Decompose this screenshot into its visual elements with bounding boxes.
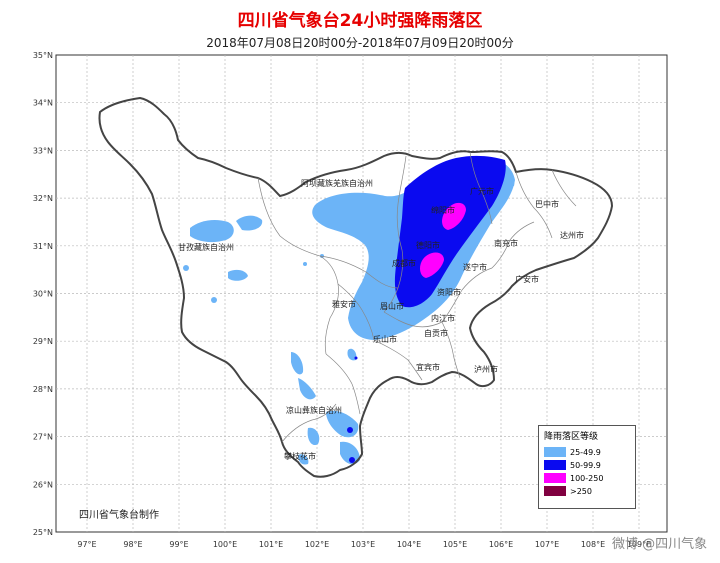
place-nanchong: 南充市 <box>494 238 518 248</box>
place-chengdu: 成都市 <box>392 258 416 268</box>
place-dazhou: 达州市 <box>560 230 584 240</box>
lon-label: 104°E <box>397 540 421 549</box>
place-panzhihua: 攀枝花市 <box>284 451 316 461</box>
legend-swatch <box>544 486 566 496</box>
lat-label: 28°N <box>33 385 53 394</box>
legend-swatch <box>544 447 566 457</box>
lat-label: 27°N <box>33 433 53 442</box>
place-aba: 阿坝藏族羌族自治州 <box>301 178 373 188</box>
place-leshan: 乐山市 <box>373 334 397 344</box>
place-zigong: 自贡市 <box>424 328 448 338</box>
lon-label: 109°E <box>627 540 651 549</box>
lat-label: 33°N <box>33 146 53 155</box>
rainfall-legend: 降雨落区等级 25-49.9 50-99.9 100-250 >250 <box>538 425 636 509</box>
legend-item: 100-250 <box>544 472 635 484</box>
credit-text: 四川省气象台制作 <box>79 510 159 521</box>
map-subtitle: 2018年07月08日20时00分-2018年07月09日20时00分 <box>206 36 514 50</box>
place-meishan: 眉山市 <box>380 301 404 311</box>
latitude-labels: 35°N 34°N 33°N 32°N 31°N 30°N 29°N 28°N … <box>33 51 53 537</box>
legend-item: >250 <box>544 485 635 497</box>
legend-item: 50-99.9 <box>544 459 635 471</box>
lat-label: 26°N <box>33 480 53 489</box>
lon-label: 102°E <box>305 540 329 549</box>
lat-label: 30°N <box>33 290 53 299</box>
lon-label: 97°E <box>77 540 96 549</box>
lon-label: 108°E <box>581 540 605 549</box>
place-deyang: 德阳市 <box>416 240 440 250</box>
legend-label: 25-49.9 <box>570 447 601 457</box>
lon-label: 105°E <box>443 540 467 549</box>
rain-zone-100-250 <box>420 202 466 278</box>
place-yibin: 宜宾市 <box>416 362 440 372</box>
lon-label: 98°E <box>123 540 142 549</box>
longitude-labels: 97°E 98°E 99°E 100°E 101°E 102°E 103°E 1… <box>77 540 651 549</box>
prefecture-boundaries <box>257 151 577 443</box>
lat-label: 29°N <box>33 337 53 346</box>
weibo-watermark: 微博 @四川气象 <box>612 537 708 552</box>
place-luzhou: 泸州市 <box>474 364 498 374</box>
legend-swatch <box>544 473 566 483</box>
province-boundary <box>98 96 614 478</box>
legend-item: 25-49.9 <box>544 446 635 458</box>
place-liangshan: 凉山彝族自治州 <box>286 405 342 415</box>
place-mianyang: 绵阳市 <box>431 205 455 215</box>
lat-label: 35°N <box>33 51 53 60</box>
place-labels: 阿坝藏族羌族自治州 甘孜藏族自治州 凉山彝族自治州 绵阳市 广元市 巴中市 达州… <box>178 178 584 461</box>
legend-label: 100-250 <box>570 473 604 483</box>
lon-label: 100°E <box>213 540 237 549</box>
legend-label: 50-99.9 <box>570 460 601 470</box>
legend-swatch <box>544 460 566 470</box>
place-bazhong: 巴中市 <box>535 199 559 209</box>
place-ziyang: 资阳市 <box>437 287 461 297</box>
place-suining: 遂宁市 <box>463 262 487 272</box>
lon-label: 106°E <box>489 540 513 549</box>
lat-label: 34°N <box>33 99 53 108</box>
lat-label: 25°N <box>33 528 53 537</box>
lat-label: 32°N <box>33 194 53 203</box>
lat-label: 31°N <box>33 242 53 251</box>
lon-label: 101°E <box>259 540 283 549</box>
map-title: 四川省气象台24小时强降雨落区 <box>237 11 483 31</box>
place-ganzi: 甘孜藏族自治州 <box>178 242 234 252</box>
place-yaan: 雅安市 <box>332 299 356 309</box>
place-neijiang: 内江市 <box>431 313 455 323</box>
place-guangan: 广安市 <box>515 274 539 284</box>
lon-label: 103°E <box>351 540 375 549</box>
legend-title: 降雨落区等级 <box>544 432 599 442</box>
lon-label: 107°E <box>535 540 559 549</box>
place-guangyuan: 广元市 <box>470 186 494 196</box>
legend-label: >250 <box>570 486 592 496</box>
lon-label: 99°E <box>169 540 188 549</box>
